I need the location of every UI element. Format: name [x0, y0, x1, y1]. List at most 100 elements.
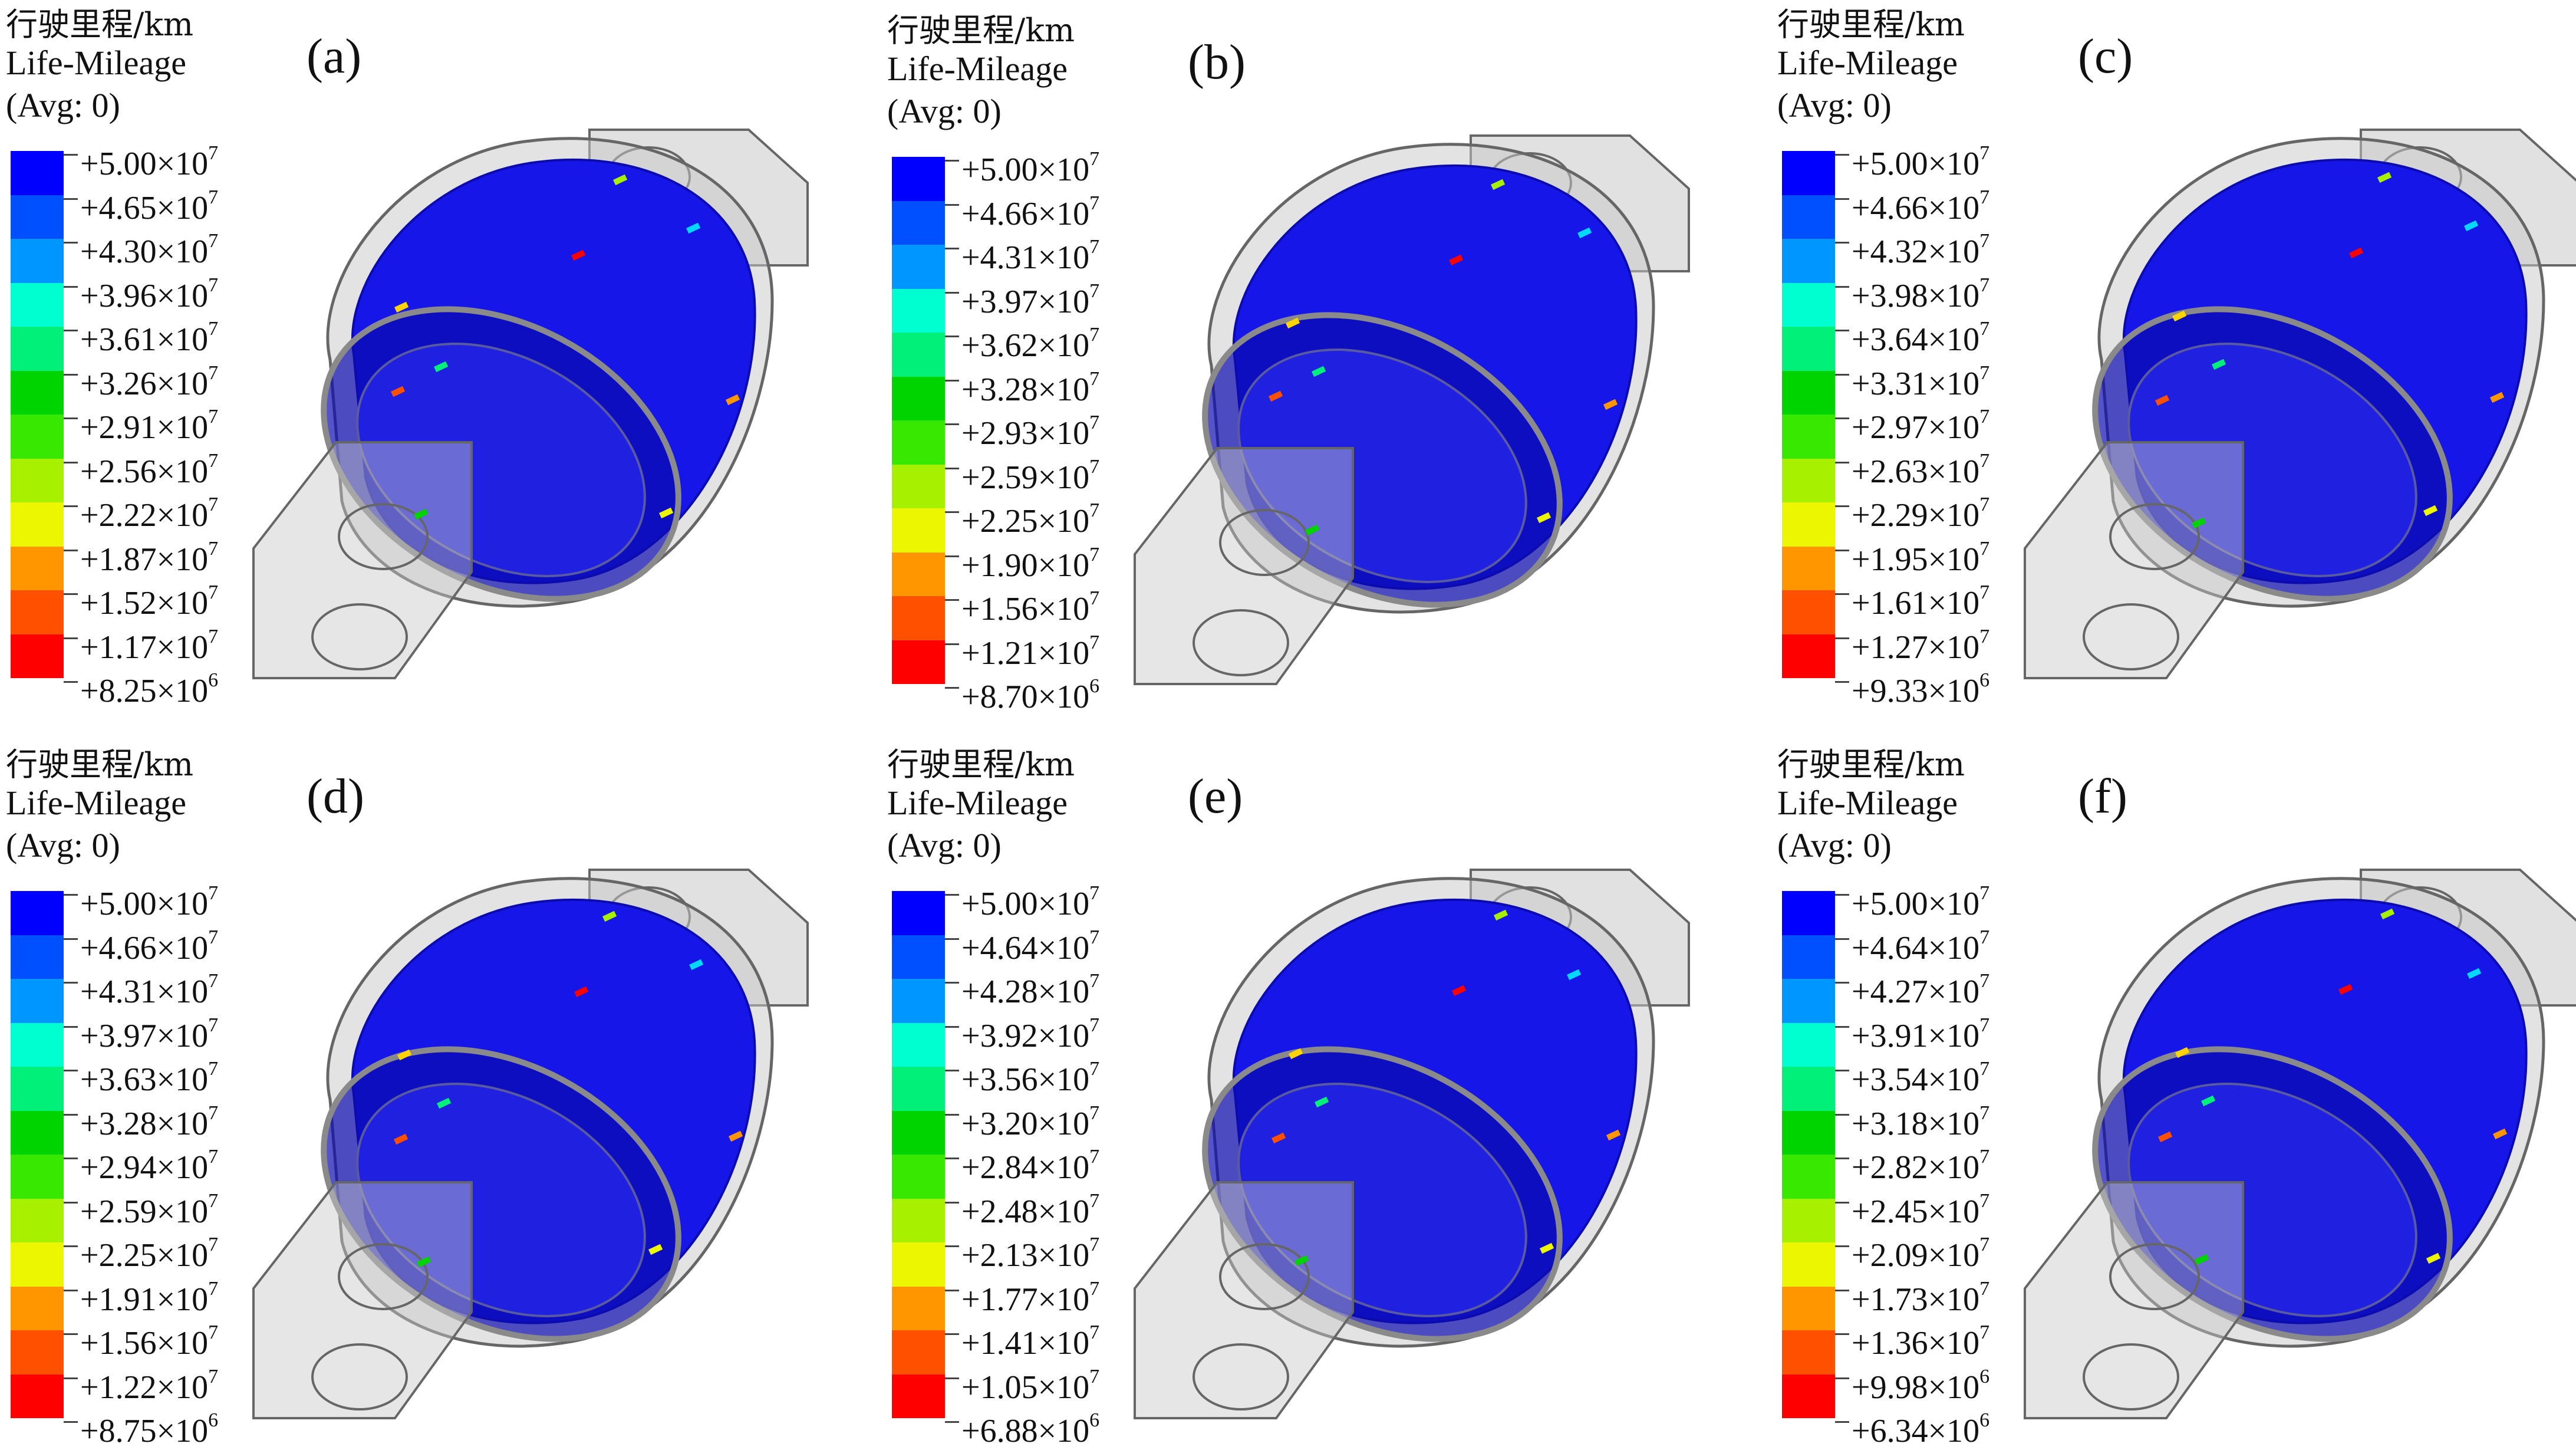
tick-mantissa: +1.41×10 — [961, 1325, 1090, 1362]
tick-mark — [64, 1421, 78, 1423]
tick-mark — [64, 1245, 78, 1247]
tick-exponent: 7 — [1089, 587, 1100, 609]
tick-exponent: 7 — [208, 1277, 219, 1300]
color-swatch — [1782, 634, 1835, 678]
tick-mantissa: +3.56×10 — [961, 1061, 1090, 1098]
tick-label: +4.27×107 — [1852, 962, 1989, 1011]
tick-mark — [1835, 330, 1849, 331]
color-swatch — [1782, 1110, 1835, 1155]
legend-tick: +2.97×107 — [1835, 406, 2142, 446]
tick-exponent: 7 — [208, 1102, 219, 1124]
tick-exponent: 6 — [1979, 1409, 1990, 1431]
bushing-model — [2024, 869, 2576, 1419]
damage-spot — [2195, 1254, 2209, 1265]
tick-label: +3.97×107 — [80, 1007, 218, 1055]
tick-mantissa: +4.27×10 — [1852, 974, 1980, 1010]
tick-label: +4.66×107 — [961, 185, 1099, 233]
tick-label: +3.31×107 — [1852, 354, 1989, 403]
tick-mantissa: +2.29×10 — [1852, 497, 1980, 534]
legend-tick: +1.41×107 — [945, 1321, 1251, 1362]
damage-spot — [2158, 1131, 2173, 1143]
tick-mark — [1835, 1289, 1849, 1291]
tick-mantissa: +9.98×10 — [1852, 1369, 1980, 1406]
tick-mark — [1835, 1333, 1849, 1335]
color-swatch — [1782, 1067, 1835, 1111]
bushing-model — [252, 869, 809, 1419]
legend-tick: +4.30×107 — [64, 230, 370, 270]
tick-label: +3.64×107 — [1852, 310, 1989, 359]
tick-mark — [945, 291, 959, 294]
tick-exponent: 7 — [208, 274, 219, 296]
color-bar — [1782, 151, 1835, 678]
tick-mantissa: +4.32×10 — [1852, 234, 1980, 270]
tick-label: +3.54×107 — [1852, 1050, 1989, 1099]
tick-mantissa: +3.31×10 — [1852, 365, 1980, 402]
tick-mark — [945, 643, 959, 645]
tick-exponent: 7 — [208, 882, 219, 904]
tick-label: +3.26×107 — [80, 354, 218, 403]
legend-avg: (Avg: 0) — [6, 826, 120, 864]
tick-mark — [945, 379, 959, 382]
tick-mark — [1835, 417, 1849, 419]
legend-tick: +1.52×107 — [64, 581, 370, 622]
panel-tag: (c) — [2078, 29, 2133, 84]
tick-mantissa: +3.96×10 — [80, 277, 209, 314]
tick-mark — [945, 1201, 959, 1204]
tick-label: +2.59×107 — [961, 448, 1099, 497]
color-swatch — [11, 458, 64, 502]
tick-mark — [1835, 1377, 1849, 1379]
tick-exponent: 7 — [1089, 631, 1100, 653]
color-swatch — [11, 634, 64, 678]
tick-mark — [945, 599, 959, 601]
tick-exponent: 7 — [1979, 186, 1990, 208]
tick-mantissa: +3.98×10 — [1852, 277, 1980, 314]
damage-spot — [1312, 366, 1326, 377]
damage-spot — [659, 507, 674, 519]
tick-exponent: 7 — [208, 970, 219, 992]
tick-label: +2.22×107 — [80, 486, 218, 534]
color-swatch — [1782, 935, 1835, 979]
color-swatch — [11, 1330, 64, 1375]
legend-tick: +3.26×107 — [64, 362, 370, 402]
tick-label: +1.87×107 — [80, 530, 218, 578]
tick-label: +5.00×107 — [1852, 874, 1989, 923]
tick-exponent: 6 — [1979, 1365, 1990, 1387]
tick-label: +2.09×107 — [1852, 1226, 1989, 1274]
tick-mark — [64, 681, 78, 683]
tick-exponent: 7 — [1089, 970, 1100, 992]
tick-mantissa: +3.97×10 — [961, 283, 1090, 320]
bushing-model — [1134, 869, 1690, 1419]
legend-tick: +1.95×107 — [1835, 537, 2142, 578]
color-swatch — [892, 1155, 945, 1199]
tick-mark — [945, 1113, 959, 1116]
legend-tick: +2.25×107 — [945, 499, 1251, 540]
arm-hole-lower — [2083, 1343, 2179, 1410]
color-swatch — [1782, 546, 1835, 590]
legend-tick: +5.00×107 — [945, 882, 1251, 922]
tick-mark — [64, 1201, 78, 1204]
damage-spot — [1294, 1255, 1309, 1267]
tick-exponent: 7 — [1979, 581, 1990, 603]
legend-tick: +4.27×107 — [1835, 970, 2142, 1010]
damage-spot — [1537, 512, 1551, 524]
housing-arm-front — [252, 1181, 473, 1419]
tick-mantissa: +8.70×10 — [961, 679, 1090, 715]
tick-exponent: 7 — [1979, 537, 1990, 560]
legend-tick: +5.00×107 — [945, 148, 1251, 188]
arm-hole-front — [1219, 509, 1310, 576]
damage-spot — [1269, 390, 1283, 402]
tick-exponent: 7 — [1089, 1058, 1100, 1080]
damage-spot — [1289, 1048, 1303, 1060]
tick-mantissa: +4.31×10 — [80, 974, 209, 1010]
legend-tick: +5.00×107 — [1835, 882, 2142, 922]
tick-exponent: 7 — [1089, 1146, 1100, 1168]
damage-spot — [648, 1244, 663, 1255]
legend-tick: +3.92×107 — [945, 1014, 1251, 1054]
legend-title-en: Life-Mileage — [1777, 784, 1958, 822]
tick-exponent: 7 — [208, 186, 219, 208]
tick-label: +9.33×106 — [1852, 662, 1989, 710]
legend-tick: +3.18×107 — [1835, 1102, 2142, 1142]
damage-spot — [1271, 1132, 1286, 1144]
color-swatch — [1782, 891, 1835, 935]
tick-mantissa: +1.91×10 — [80, 1281, 209, 1318]
